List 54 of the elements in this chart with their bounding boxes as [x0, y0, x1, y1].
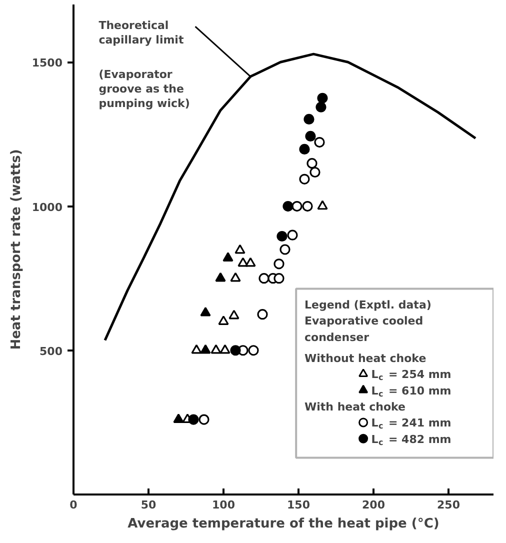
point: [274, 258, 284, 270]
point: [230, 272, 241, 282]
annotation: Without heat choke: [304, 352, 426, 365]
point: [305, 130, 316, 142]
point: [228, 310, 240, 320]
point: [299, 174, 310, 184]
point: [310, 166, 320, 178]
point: [314, 136, 325, 148]
point: [280, 244, 290, 255]
point: [245, 257, 256, 267]
x-tick-label: 50: [140, 498, 156, 512]
point: [257, 309, 268, 320]
point: [230, 345, 241, 356]
point: [200, 344, 211, 354]
point: [191, 344, 202, 354]
point: [299, 144, 310, 154]
point: [220, 344, 230, 354]
point: [215, 272, 226, 282]
point: [282, 200, 294, 212]
x-tick-label: 200: [362, 498, 386, 512]
annotation: With heat choke: [304, 400, 406, 414]
point: [188, 414, 199, 425]
point: [210, 344, 222, 354]
point: [218, 316, 229, 325]
point: [274, 273, 284, 284]
y-tick-label: 500: [40, 344, 63, 358]
point: [222, 252, 234, 262]
x-tick-label: 0: [70, 498, 78, 512]
y-tick-label: 1000: [32, 200, 63, 214]
annotation: Theoretical capillary limit: [98, 19, 184, 46]
point: [317, 92, 328, 104]
point: [317, 200, 328, 210]
point: [316, 102, 326, 112]
point: [304, 114, 314, 125]
x-axis-title: Average temperature of the heat pipe (°C): [128, 516, 440, 532]
x-tick-label: 150: [287, 498, 310, 512]
y-tick-label: 1500: [32, 56, 63, 70]
x-tick-label: 100: [212, 498, 236, 512]
y-axis-title: Heat transport rate (watts): [8, 149, 24, 350]
point: [234, 244, 246, 254]
point: [248, 345, 259, 356]
point: [200, 306, 211, 316]
point: [302, 200, 313, 212]
point: [198, 414, 210, 425]
point: [287, 230, 298, 240]
legend-title: Legend (Exptl. data): [304, 298, 432, 312]
point: [258, 273, 270, 284]
point: [306, 158, 318, 169]
point: [276, 230, 288, 242]
annotation: (Evaporator groove as the pumping wick): [98, 68, 190, 110]
point: [173, 414, 184, 423]
x-tick-label: 250: [437, 498, 460, 512]
point: [292, 200, 302, 212]
annotation: Evaporative cooled condenser: [304, 314, 424, 344]
